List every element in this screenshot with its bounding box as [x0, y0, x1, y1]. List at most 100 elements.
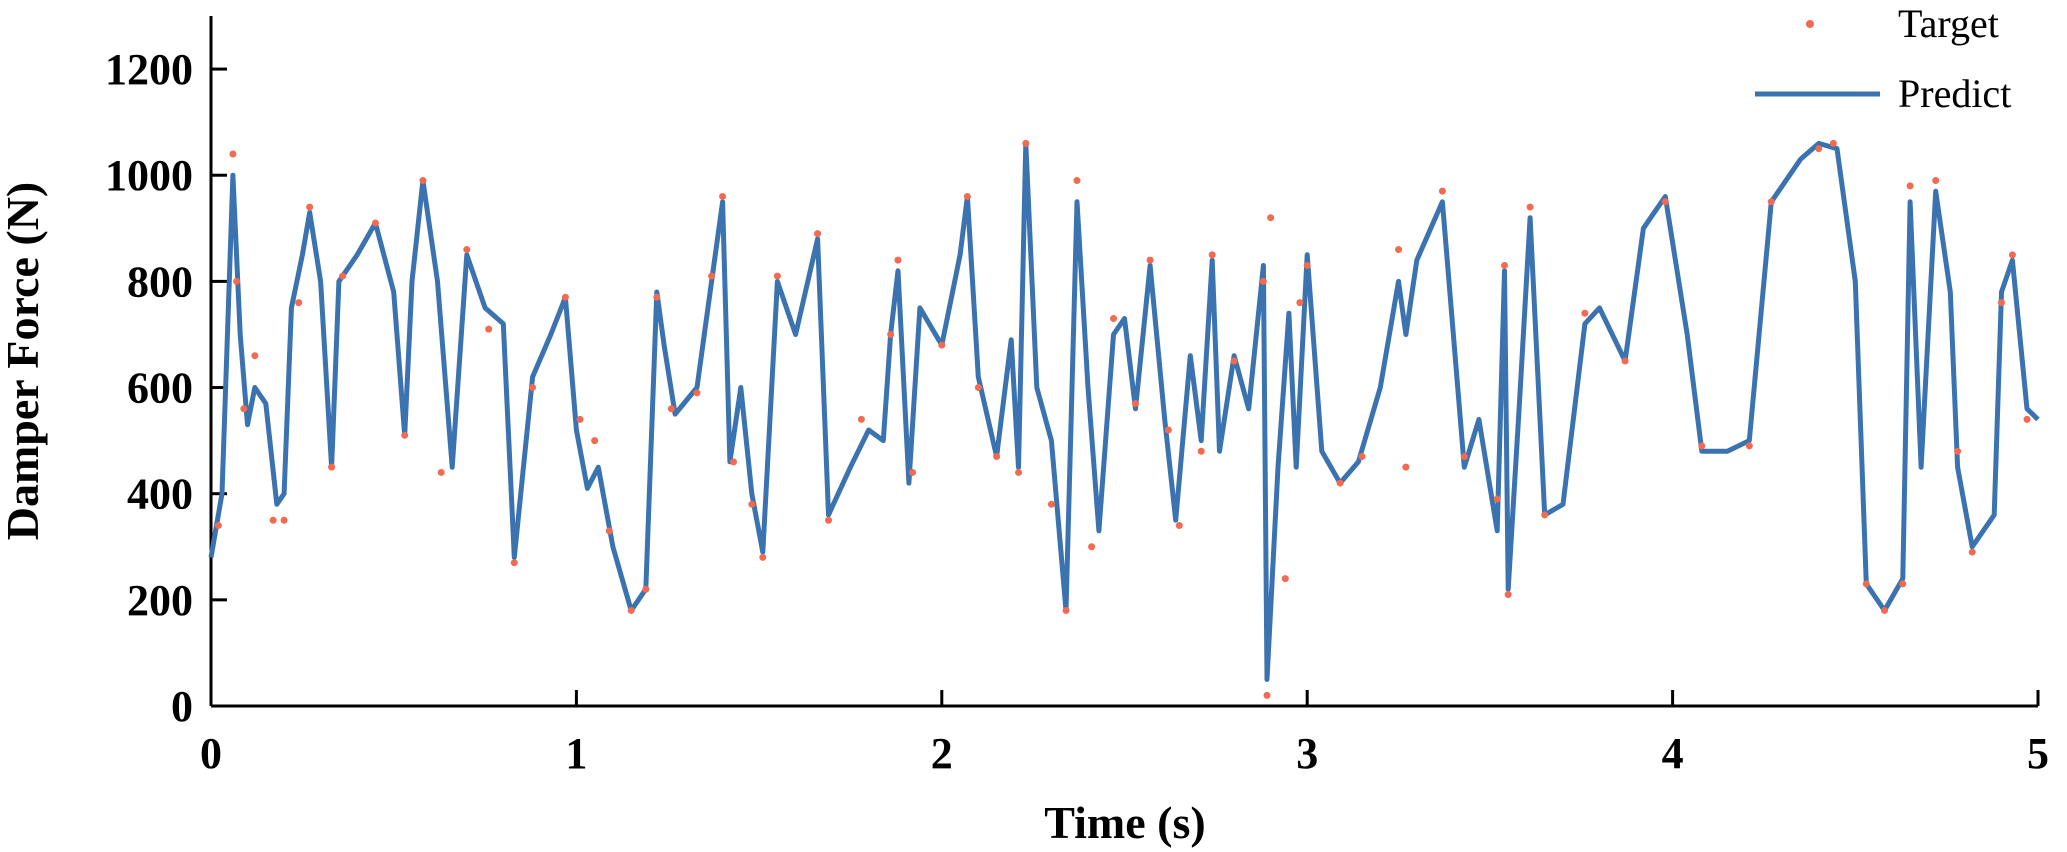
target-point — [214, 522, 222, 530]
target-point — [1954, 447, 1962, 455]
target-point — [1493, 495, 1501, 503]
target-point — [510, 559, 518, 567]
target-point — [2008, 251, 2016, 259]
x-axis-title: Time (s) — [1044, 797, 1205, 848]
target-point — [748, 500, 756, 508]
x-tick-label: 0 — [200, 729, 222, 778]
target-point — [1767, 198, 1775, 206]
target-point — [1698, 442, 1706, 450]
target-point — [909, 468, 917, 476]
target-point — [708, 272, 716, 280]
target-point — [963, 192, 971, 200]
target-point — [240, 405, 248, 413]
target-point — [576, 415, 584, 423]
target-point — [1621, 357, 1629, 365]
target-point — [773, 272, 781, 280]
target-point — [1501, 261, 1509, 269]
target-point — [1395, 246, 1403, 254]
target-point — [561, 293, 569, 301]
target-point — [371, 219, 379, 227]
target-point — [1358, 453, 1366, 461]
target-point — [894, 256, 902, 264]
target-point — [1906, 182, 1914, 190]
target-point — [1968, 548, 1976, 556]
target-point — [1541, 511, 1549, 519]
legend-label: Predict — [1898, 71, 2011, 116]
legend-label: Target — [1898, 1, 1999, 46]
target-point — [1110, 315, 1118, 323]
target-point — [1460, 453, 1468, 461]
target-point — [463, 246, 471, 254]
target-point — [653, 293, 661, 301]
target-point — [1438, 187, 1446, 195]
target-point — [1862, 580, 1870, 588]
target-point — [887, 330, 895, 338]
target-point — [1197, 447, 1205, 455]
y-tick-label: 200 — [127, 576, 193, 625]
target-point — [693, 389, 701, 397]
target-point — [974, 384, 982, 392]
y-tick-label: 0 — [171, 682, 193, 731]
target-point — [642, 585, 650, 593]
target-point — [667, 405, 675, 413]
target-point — [1661, 198, 1669, 206]
target-point — [1146, 256, 1154, 264]
y-tick-label: 400 — [127, 470, 193, 519]
target-point — [1263, 691, 1271, 699]
y-axis-title: Damper Force (N) — [0, 182, 48, 541]
y-tick-label: 600 — [127, 364, 193, 413]
target-point — [419, 177, 427, 185]
target-point — [295, 299, 303, 307]
target-point — [1164, 426, 1172, 434]
target-point — [719, 192, 727, 200]
target-point — [328, 463, 336, 471]
target-point — [1402, 463, 1410, 471]
target-point — [825, 516, 833, 524]
target-point — [730, 458, 738, 466]
target-point — [339, 272, 347, 280]
target-point — [605, 527, 613, 535]
target-point — [814, 230, 822, 238]
target-point — [1062, 606, 1070, 614]
target-point — [857, 415, 865, 423]
target-point — [269, 516, 277, 524]
target-point — [1581, 309, 1589, 317]
target-point — [1047, 500, 1055, 508]
target-point — [1899, 580, 1907, 588]
target-point — [437, 468, 445, 476]
target-point — [1259, 277, 1267, 285]
predict-line — [208, 140, 2040, 682]
target-point — [1073, 177, 1081, 185]
target-point — [1022, 139, 1030, 147]
target-point — [1088, 543, 1096, 551]
target-point — [280, 516, 288, 524]
x-tick-label: 5 — [2027, 729, 2049, 778]
target-point — [938, 341, 946, 349]
y-tick-label: 800 — [127, 257, 193, 306]
target-point — [251, 352, 259, 360]
target-point — [1303, 261, 1311, 269]
target-point — [1997, 299, 2005, 307]
target-point — [1881, 606, 1889, 614]
target-point — [2023, 415, 2031, 423]
target-point — [1336, 479, 1344, 487]
target-point — [1015, 468, 1023, 476]
target-point — [1267, 214, 1275, 222]
target-point — [1230, 357, 1238, 365]
target-point — [993, 453, 1001, 461]
target-point — [306, 203, 314, 211]
x-tick-label: 4 — [1662, 729, 1684, 778]
target-point — [1815, 145, 1823, 153]
target-point — [529, 384, 537, 392]
target-point — [1932, 177, 1940, 185]
legend-marker — [1806, 20, 1814, 28]
x-tick-label: 3 — [1296, 729, 1318, 778]
target-point — [1296, 299, 1304, 307]
x-tick-label: 1 — [565, 729, 587, 778]
target-point — [1829, 139, 1837, 147]
target-point — [1131, 399, 1139, 407]
target-point — [1526, 203, 1534, 211]
target-point — [401, 431, 409, 439]
target-point — [229, 150, 237, 158]
